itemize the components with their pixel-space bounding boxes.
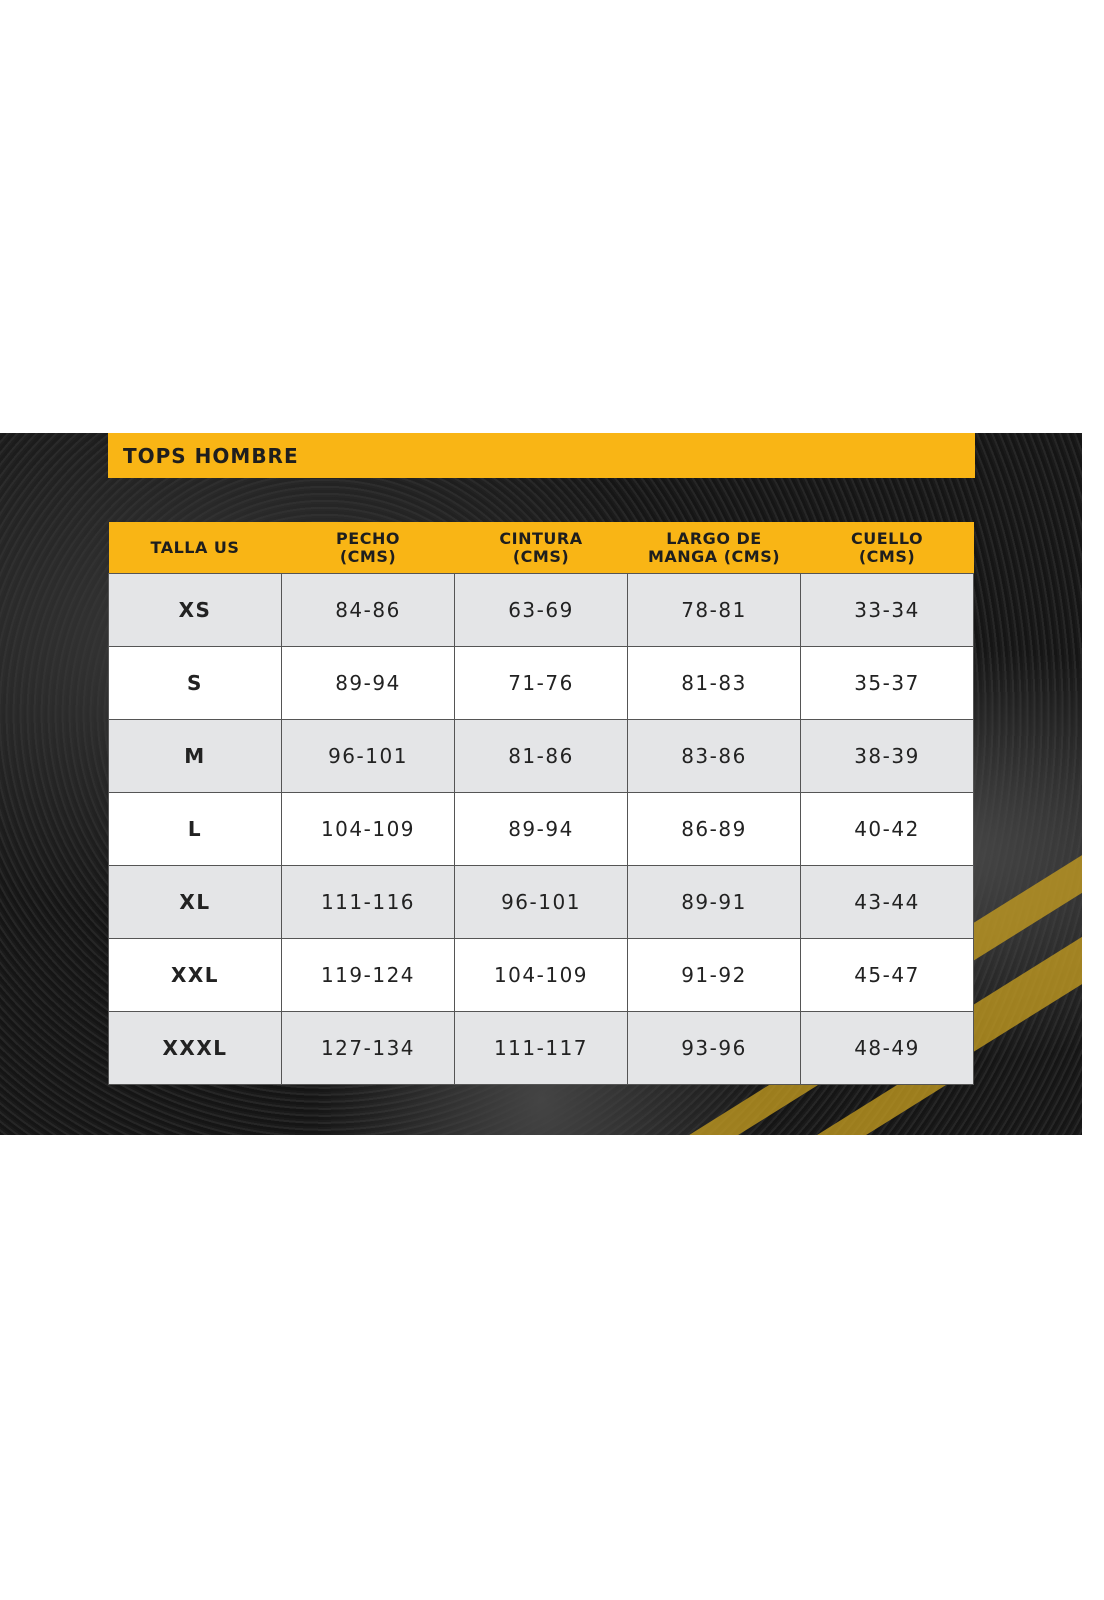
measurement-cell: 91-92 bbox=[627, 938, 801, 1012]
column-header-text: CUELLO bbox=[850, 528, 924, 548]
measurement-cell: 43-44 bbox=[800, 865, 974, 939]
column-header-text: LARGO DE bbox=[666, 528, 762, 548]
column-header-text: CINTURA bbox=[499, 528, 583, 548]
measurement-cell: 93-96 bbox=[627, 1011, 801, 1085]
header-row: TALLA US PECHO (CMS) CINTURA (CMS) LARGO DE MA… bbox=[108, 522, 974, 574]
measurement-cell: 63-69 bbox=[454, 573, 628, 647]
size-cell: S bbox=[108, 646, 282, 720]
table-row: XXXL 127-134 111-117 93-96 48-49 bbox=[108, 1011, 974, 1085]
table-row: XS 84-86 63-69 78-81 33-34 bbox=[108, 573, 974, 647]
column-header-text: PECHO bbox=[336, 528, 400, 548]
size-cell: XXL bbox=[108, 938, 282, 1012]
table-row: M 96-101 81-86 83-86 38-39 bbox=[108, 719, 974, 793]
measurement-cell: 104-109 bbox=[454, 938, 628, 1012]
measurement-cell: 40-42 bbox=[800, 792, 974, 866]
measurement-cell: 45-47 bbox=[800, 938, 974, 1012]
measurement-cell: 38-39 bbox=[800, 719, 974, 793]
measurement-cell: 81-83 bbox=[627, 646, 801, 720]
measurement-cell: 96-101 bbox=[454, 865, 628, 939]
column-header-text: MANGA (CMS) bbox=[647, 546, 781, 566]
size-cell: XL bbox=[108, 865, 282, 939]
measurement-cell: 86-89 bbox=[627, 792, 801, 866]
size-cell: L bbox=[108, 792, 282, 866]
measurement-cell: 111-116 bbox=[281, 865, 455, 939]
measurement-cell: 84-86 bbox=[281, 573, 455, 647]
measurement-cell: 89-94 bbox=[281, 646, 455, 720]
column-header-text: (CMS) bbox=[858, 546, 916, 566]
measurement-cell: 96-101 bbox=[281, 719, 455, 793]
column-header-text: (CMS) bbox=[339, 546, 397, 566]
measurement-cell: 104-109 bbox=[281, 792, 455, 866]
measurement-cell: 111-117 bbox=[454, 1011, 628, 1085]
size-cell: M bbox=[108, 719, 282, 793]
size-cell: XS bbox=[108, 573, 282, 647]
column-header-text: TALLA US bbox=[150, 537, 240, 557]
measurement-cell: 33-34 bbox=[800, 573, 974, 647]
measurement-cell: 71-76 bbox=[454, 646, 628, 720]
measurement-cell: 89-94 bbox=[454, 792, 628, 866]
size-cell: XXXL bbox=[108, 1011, 282, 1085]
measurement-cell: 83-86 bbox=[627, 719, 801, 793]
column-header: LARGO DE MANGA (CMS) bbox=[627, 522, 801, 574]
table-row: S 89-94 71-76 81-83 35-37 bbox=[108, 646, 974, 720]
measurement-cell: 48-49 bbox=[800, 1011, 974, 1085]
table-row: L 104-109 89-94 86-89 40-42 bbox=[108, 792, 974, 866]
table-row: XXL 119-124 104-109 91-92 45-47 bbox=[108, 938, 974, 1012]
title-bar: TOPS HOMBRE bbox=[108, 433, 975, 478]
measurement-cell: 119-124 bbox=[281, 938, 455, 1012]
column-header: CUELLO (CMS) bbox=[800, 522, 974, 574]
page-title: TOPS HOMBRE bbox=[123, 444, 299, 468]
column-header: PECHO (CMS) bbox=[281, 522, 455, 574]
measurement-cell: 78-81 bbox=[627, 573, 801, 647]
measurement-cell: 127-134 bbox=[281, 1011, 455, 1085]
measurement-cell: 35-37 bbox=[800, 646, 974, 720]
measurement-cell: 81-86 bbox=[454, 719, 628, 793]
column-header-text: (CMS) bbox=[512, 546, 570, 566]
measurement-cell: 89-91 bbox=[627, 865, 801, 939]
column-header: CINTURA (CMS) bbox=[454, 522, 628, 574]
size-chart-table: TALLA US PECHO (CMS) CINTURA (CMS) LARGO DE MA… bbox=[108, 522, 974, 1085]
table-row: XL 111-116 96-101 89-91 43-44 bbox=[108, 865, 974, 939]
column-header: TALLA US bbox=[108, 522, 282, 574]
